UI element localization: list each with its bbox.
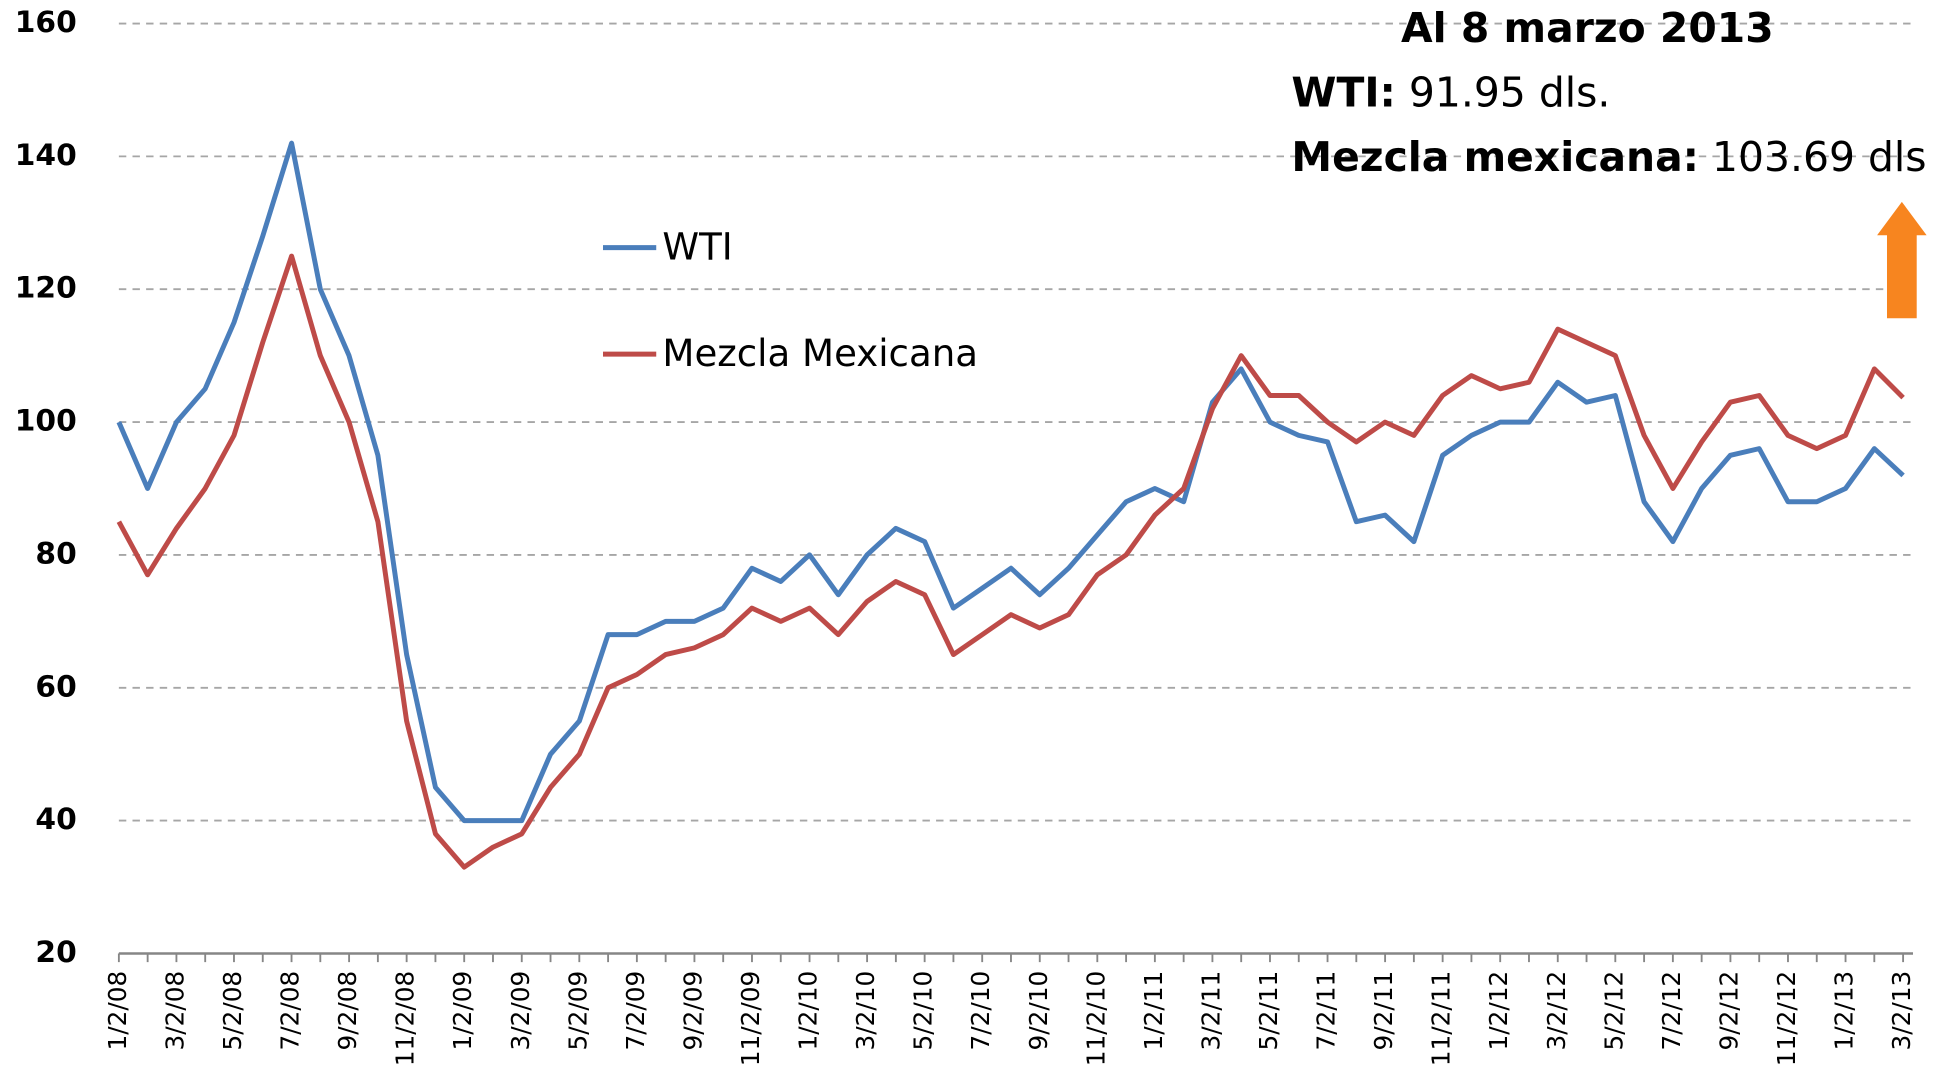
legend-label: Mezcla Mexicana <box>662 332 978 375</box>
annotation-label: WTI: <box>1291 68 1395 116</box>
x-tick-label: 3/2/11 <box>1196 971 1225 1051</box>
x-tick-label: 11/2/11 <box>1427 971 1456 1066</box>
y-tick-label: 60 <box>35 669 76 704</box>
x-tick-label: 3/2/12 <box>1542 971 1571 1051</box>
x-tick-label: 11/2/08 <box>391 971 420 1066</box>
annotation-wti: WTI: 91.95 dls. <box>1291 68 1610 116</box>
x-tick-label: 9/2/10 <box>1024 971 1053 1051</box>
y-tick-label: 80 <box>35 536 76 571</box>
x-tick-label: 3/2/13 <box>1887 971 1916 1051</box>
x-tick-label: 9/2/12 <box>1714 971 1743 1051</box>
annotation-value: 91.95 dls. <box>1409 68 1611 116</box>
series-line <box>116 253 1905 870</box>
y-tick-label: 160 <box>15 5 77 40</box>
x-tick-label: 5/2/11 <box>1254 971 1283 1051</box>
x-tick-label: 7/2/12 <box>1657 971 1686 1051</box>
annotation-label: Mezcla mexicana: <box>1291 133 1699 181</box>
x-tick-label: 1/2/09 <box>448 971 477 1051</box>
x-tick-label: 9/2/11 <box>1369 971 1398 1051</box>
x-tick-label: 3/2/10 <box>851 971 880 1051</box>
legend: WTI Mezcla Mexicana <box>602 225 978 375</box>
x-tick-label: 7/2/10 <box>966 971 995 1051</box>
x-tick-label: 11/2/12 <box>1772 971 1801 1066</box>
annotation-mezcla: Mezcla mexicana: 103.69 dls <box>1291 133 1926 181</box>
legend-label: WTI <box>662 225 732 268</box>
y-tick-label: 40 <box>35 802 76 837</box>
x-tick-label: 1/2/10 <box>794 971 823 1051</box>
x-tick-label: 1/2/12 <box>1484 971 1513 1051</box>
series-line <box>116 140 1905 824</box>
x-tick-label: 7/2/08 <box>276 971 305 1051</box>
x-tick-label: 1/2/11 <box>1139 971 1168 1051</box>
x-tick-label: 7/2/09 <box>621 971 650 1051</box>
x-tick-label: 7/2/11 <box>1312 971 1341 1051</box>
plot: 20 40 60 80 100 120 140 160 1/2/08 3/2/08 5/2/08 7/… <box>15 5 1916 1066</box>
annotation-date: Al 8 marzo 2013 <box>1401 4 1774 52</box>
y-tick-label: 20 <box>35 935 76 970</box>
x-tick-label: 11/2/10 <box>1081 971 1110 1066</box>
x-tick-label: 9/2/09 <box>678 971 707 1051</box>
x-tick-label: 5/2/12 <box>1599 971 1628 1051</box>
y-tick-label: 140 <box>15 138 77 173</box>
x-tick-label: 9/2/08 <box>333 971 362 1051</box>
y-tick-label: 120 <box>15 271 77 306</box>
x-tick-label: 5/2/08 <box>218 971 247 1051</box>
x-tick-label: 3/2/08 <box>160 971 189 1051</box>
x-tick-label: 1/2/13 <box>1830 971 1859 1051</box>
arrow <box>1877 201 1927 319</box>
y-tick-label: 100 <box>15 404 77 439</box>
x-tick-label: 5/2/10 <box>909 971 938 1051</box>
x-tick-label: 11/2/09 <box>736 971 765 1066</box>
x-tick-label: 3/2/09 <box>506 971 535 1051</box>
x-tick-label: 5/2/09 <box>563 971 592 1051</box>
annotation-value: 103.69 dls <box>1712 133 1927 181</box>
x-tick-label: 1/2/08 <box>103 971 132 1051</box>
